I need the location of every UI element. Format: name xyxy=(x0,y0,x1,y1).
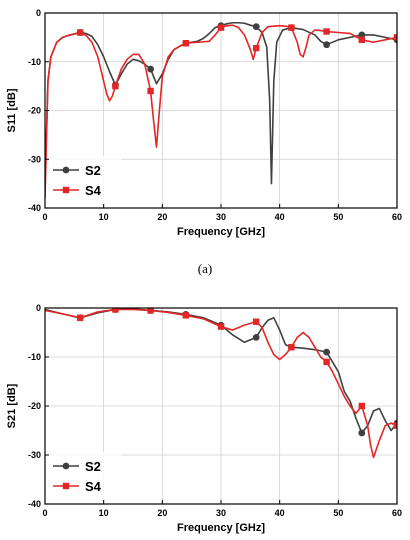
s21-legend-box xyxy=(49,452,121,500)
s21-x-axis-title: Frequency [GHz] xyxy=(177,522,265,534)
s11-series-s4-marker xyxy=(288,24,295,31)
s11-ytick-label: 0 xyxy=(36,8,41,18)
s11-series-s4-marker xyxy=(323,28,330,35)
s21-series-s4-marker xyxy=(358,402,365,410)
s11-xtick-label: 60 xyxy=(392,212,402,222)
s11-series-s2-marker xyxy=(252,23,260,31)
s21-ytick-label: -20 xyxy=(28,401,41,411)
s21-series-s4-marker xyxy=(112,308,119,313)
s21-series-s2-marker xyxy=(252,334,260,341)
s11-series-s4-line xyxy=(45,24,397,199)
s21-ytick-label: -10 xyxy=(28,352,41,362)
s11-xtick-label: 0 xyxy=(42,212,47,222)
s11-ytick-label: -40 xyxy=(28,203,41,213)
s11-series-s4-marker xyxy=(217,24,225,31)
s11-legend-s4-label: S4 xyxy=(85,183,102,198)
s21-legend-s4-marker xyxy=(62,482,70,490)
s21-chart: 0 10 20 30 40 50 60 0 -10 -20 -30 -40 Frequency [GHz… xyxy=(6,303,402,534)
s11-series-s4-marker xyxy=(112,82,119,90)
s21-series-s2-marker xyxy=(323,348,330,356)
s11-legend-s2-marker xyxy=(62,166,70,174)
s21-series-s4-marker xyxy=(77,314,84,321)
s11-ytick-label: -10 xyxy=(28,57,41,67)
s11-series-s2-marker xyxy=(323,41,330,49)
s21-ytick-label: -40 xyxy=(28,499,41,509)
s21-xtick-label: 50 xyxy=(333,508,343,518)
s21-series-s4-marker xyxy=(393,422,397,429)
s11-xtick-label: 40 xyxy=(275,212,285,222)
caption-a: (a) xyxy=(198,261,212,276)
s21-series-s4-marker xyxy=(147,308,154,314)
s21-xtick-label: 0 xyxy=(42,508,47,518)
s11-series-s4-marker xyxy=(253,44,260,52)
s21-xtick-label: 20 xyxy=(157,508,167,518)
s21-xtick-label: 60 xyxy=(392,508,402,518)
s21-xtick-label: 30 xyxy=(216,508,226,518)
s21-ytick-label: -30 xyxy=(28,450,41,460)
s11-series-s4-marker xyxy=(393,34,397,41)
s11-series-s4-marker xyxy=(77,29,84,36)
s21-series-s4-marker xyxy=(182,312,189,319)
s11-y-axis-title: S11 [dB] xyxy=(6,88,18,132)
s11-series-s4-marker xyxy=(182,40,189,47)
s11-series-s2-line xyxy=(45,21,397,185)
s11-legend-s2-label: S2 xyxy=(85,163,101,178)
s21-series-s4-marker xyxy=(288,344,295,351)
s11-series-s4 xyxy=(45,24,397,199)
s11-series-s2-marker xyxy=(147,65,155,73)
s21-xtick-label: 10 xyxy=(99,508,109,518)
s11-xtick-label: 30 xyxy=(216,212,226,222)
s11-series-s4-marker xyxy=(147,87,154,95)
s11-x-axis-title: Frequency [GHz] xyxy=(177,226,265,238)
s11-xtick-label: 50 xyxy=(333,212,343,222)
s21-ytick-label: 0 xyxy=(36,303,41,313)
s21-series-s4-marker xyxy=(253,318,260,325)
s11-ytick-label: -20 xyxy=(28,106,41,116)
s21-y-axis-title: S21 [dB] xyxy=(6,383,18,428)
s21-legend-s4-label: S4 xyxy=(85,479,102,494)
s11-ytick-label: -30 xyxy=(28,154,41,164)
s11-xtick-label: 20 xyxy=(157,212,167,222)
s21-series-s2-marker xyxy=(358,429,366,437)
s21-series-s4-marker xyxy=(323,358,330,366)
s11-series-s4-marker xyxy=(358,36,365,44)
s21-legend-s2-label: S2 xyxy=(85,459,101,474)
s11-xtick-label: 10 xyxy=(99,212,109,222)
s11-legend-s4-marker xyxy=(62,186,70,194)
s21-series-s4 xyxy=(45,308,397,459)
s21-series-s4-marker xyxy=(217,323,225,330)
s11-chart: 0 10 20 30 40 50 60 0 -10 -20 -30 -40 Frequency [GHz… xyxy=(6,8,402,238)
s21-xtick-label: 40 xyxy=(275,508,285,518)
s11-legend-box xyxy=(49,156,121,204)
s21-legend-s2-marker xyxy=(62,462,70,470)
